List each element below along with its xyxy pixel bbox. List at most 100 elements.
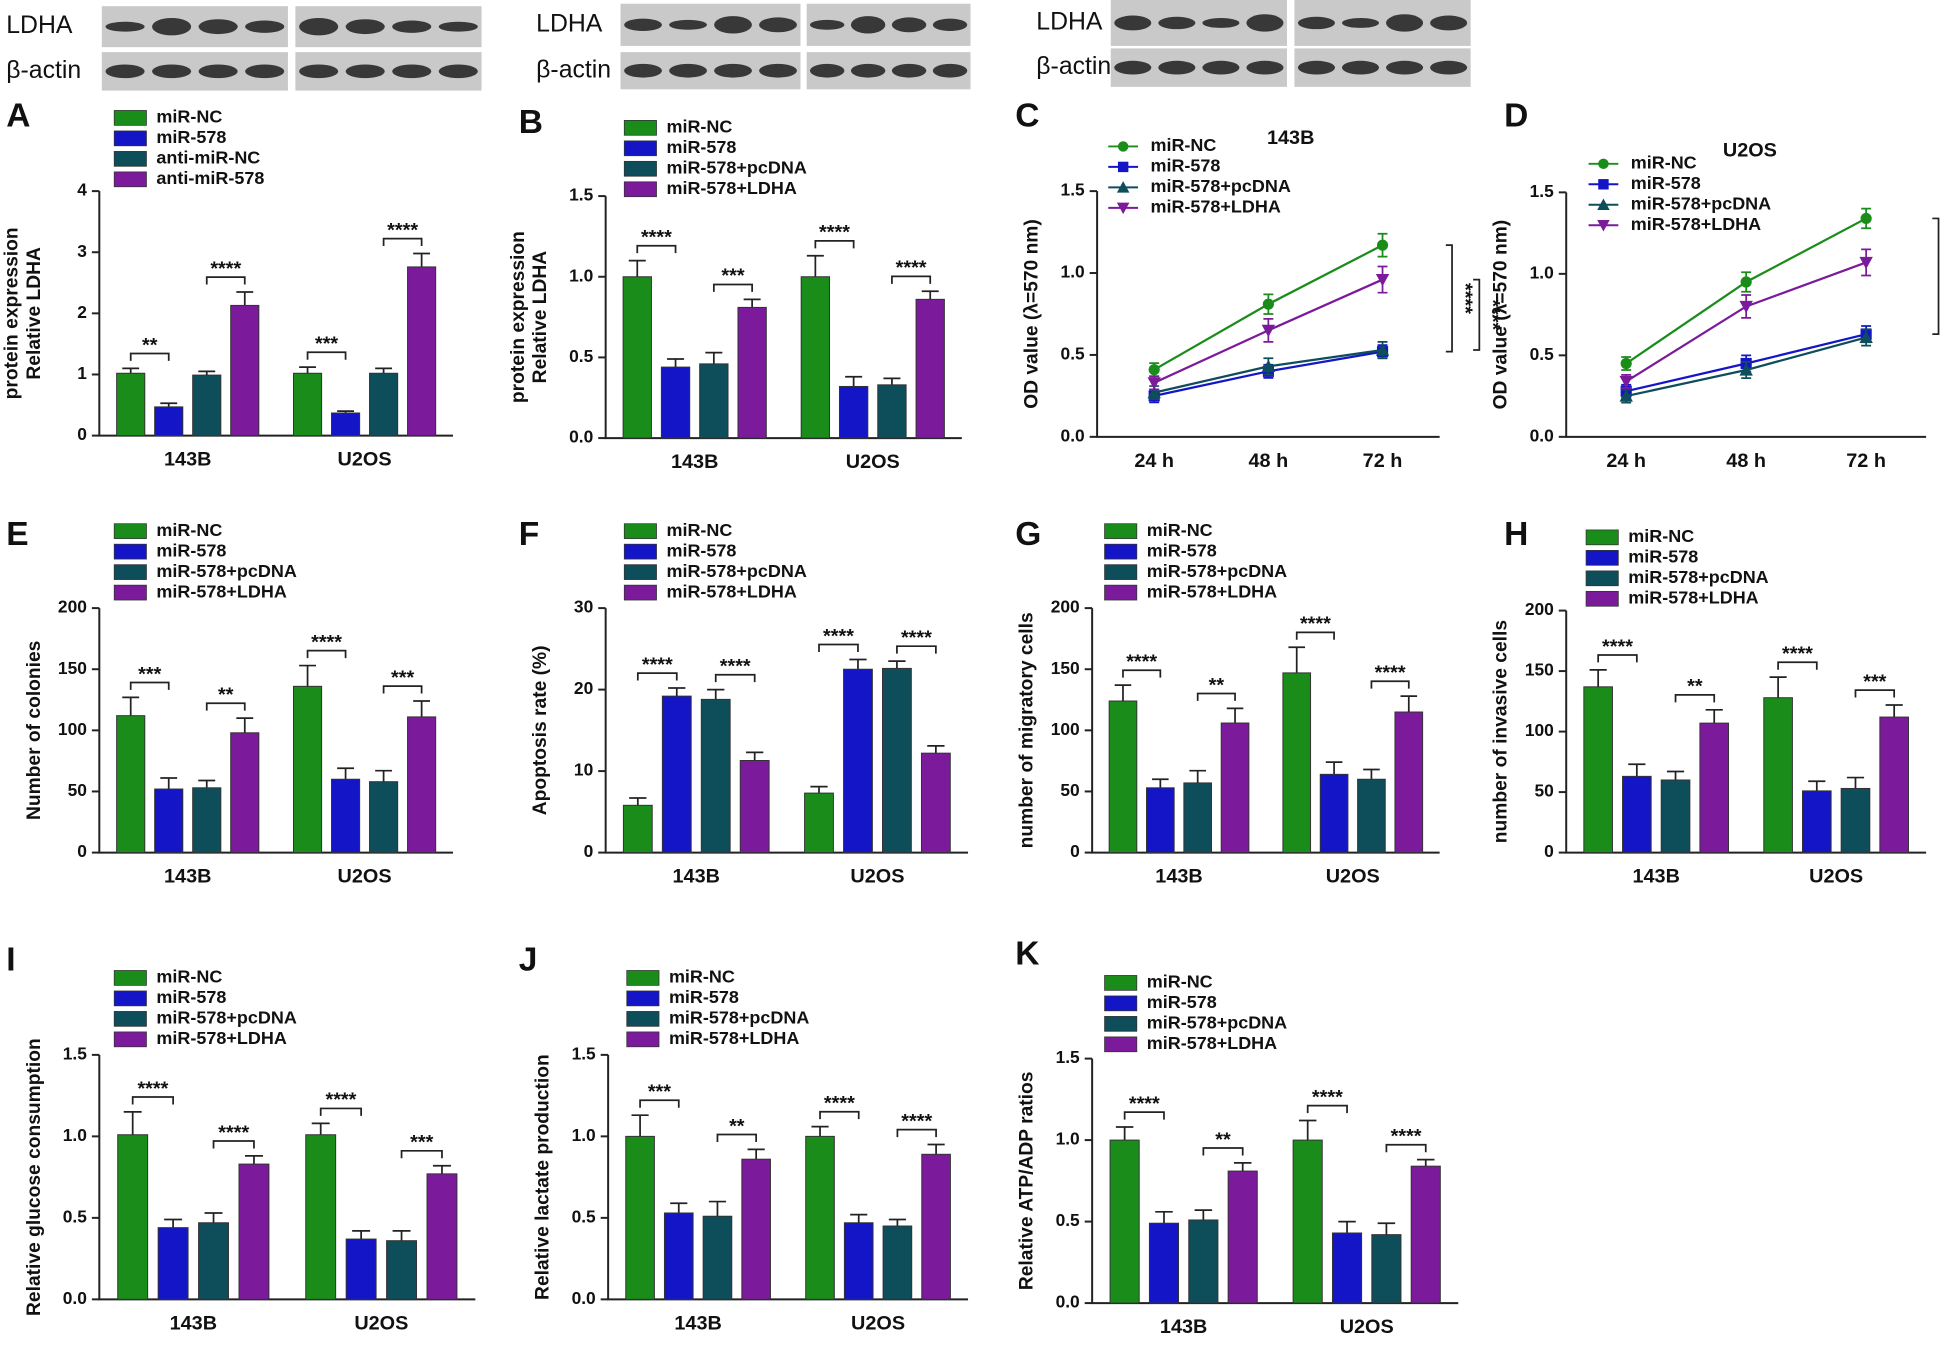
legend-label: miR-578+pcDNA — [1147, 1013, 1287, 1033]
significance-label: **** — [387, 219, 418, 241]
legend-label: miR-NC — [156, 967, 222, 987]
blot-band — [1158, 16, 1196, 30]
y-axis-label: Relative LDHA — [24, 247, 45, 380]
bar — [192, 787, 222, 854]
legend-swatch — [1585, 550, 1619, 566]
y-tick-label: 200 — [1525, 599, 1554, 619]
legend-label: miR-578 — [1631, 173, 1701, 193]
blot-band — [809, 63, 845, 78]
bar — [882, 667, 912, 854]
blot-band — [1202, 60, 1240, 75]
bar — [154, 788, 184, 854]
y-tick-label: 200 — [1051, 597, 1080, 617]
blot-band — [299, 17, 339, 36]
blot-band — [198, 64, 238, 79]
y-tick-label: 1 — [77, 363, 87, 383]
bar — [1371, 1234, 1402, 1304]
legend-swatch — [1104, 543, 1138, 560]
significance-label: *** — [721, 265, 744, 287]
significance-label: *** — [1863, 671, 1886, 693]
bar — [1622, 775, 1652, 854]
panel-letter: E — [6, 516, 28, 553]
legend-swatch — [113, 110, 147, 126]
legend-label: miR-578 — [666, 540, 736, 560]
y-tick-label: 100 — [1525, 720, 1554, 740]
x-tick-label: U2OS — [338, 866, 392, 888]
significance-bracket — [1777, 661, 1818, 670]
blot-band — [345, 64, 385, 79]
x-tick-label: 143B — [170, 1312, 217, 1334]
significance-label: **** — [1129, 1093, 1160, 1115]
significance-bracket — [319, 1107, 362, 1116]
bar — [407, 266, 437, 437]
y-tick-label: 0 — [77, 424, 87, 444]
bar — [230, 304, 260, 437]
legend-swatch — [623, 140, 657, 157]
y-axis-label: Relative lactate production — [533, 1054, 554, 1300]
significance-bracket — [382, 685, 423, 694]
blot-band — [245, 20, 285, 33]
marker — [1375, 273, 1390, 287]
significance-label: **** — [819, 222, 850, 244]
legend-marker — [1598, 179, 1609, 190]
bar — [1840, 787, 1871, 854]
significance-label: **** — [210, 258, 241, 280]
significance-label: ** — [729, 1115, 745, 1137]
bar — [369, 781, 399, 854]
blot-band — [392, 20, 432, 33]
x-tick-label: U2OS — [338, 449, 392, 471]
y-tick-label: 1.5 — [1056, 1047, 1080, 1067]
legend-swatch — [626, 970, 660, 986]
significance-bracket — [1385, 1143, 1427, 1153]
y-tick-label: 0.0 — [569, 427, 593, 447]
bar — [331, 412, 361, 437]
y-tick-label: 200 — [58, 597, 87, 617]
significance-label: **** — [1602, 636, 1633, 658]
y-tick-label: 1.0 — [572, 1125, 596, 1145]
y-axis-label: number of invasive cells — [1491, 620, 1512, 843]
marker — [1261, 359, 1276, 372]
significance-label: **** — [720, 656, 751, 678]
bar — [1319, 773, 1349, 854]
legend-swatch — [626, 1011, 660, 1027]
legend-swatch — [1585, 529, 1619, 546]
bar — [1109, 1139, 1140, 1304]
legend-label: miR-578+LDHA — [666, 581, 796, 601]
legend-label: miR-NC — [1147, 520, 1213, 540]
significance-bracket — [400, 1149, 443, 1159]
legend-swatch — [1585, 590, 1619, 607]
legend-swatch — [626, 1031, 660, 1048]
significance-bracket — [1445, 244, 1453, 353]
y-tick-label: 1.0 — [1530, 262, 1554, 282]
blot-band — [1246, 60, 1284, 75]
legend-label: miR-578+pcDNA — [1147, 561, 1287, 581]
significance-bracket — [714, 673, 756, 683]
blot-band — [1114, 15, 1152, 31]
y-tick-label: 100 — [1051, 719, 1080, 739]
bar — [739, 760, 770, 854]
significance-label: **** — [1126, 651, 1157, 673]
blot-band — [392, 64, 432, 79]
legend-label: miR-NC — [666, 520, 732, 540]
panel-letter: H — [1504, 516, 1528, 553]
significance-bracket — [1597, 654, 1638, 663]
legend-label: miR-578 — [1628, 547, 1698, 567]
marker — [1375, 343, 1390, 356]
panel-letter: D — [1504, 98, 1528, 135]
significance-bracket — [129, 681, 170, 690]
blot-band — [245, 64, 285, 79]
significance-label: *** — [410, 1132, 433, 1154]
legend-swatch — [623, 543, 657, 560]
significance-label: **** — [641, 227, 672, 249]
significance-label: **** — [218, 1122, 249, 1144]
x-tick-label: 143B — [1155, 866, 1202, 888]
legend-label: miR-578+pcDNA — [156, 561, 296, 581]
significance-bracket — [131, 1096, 174, 1105]
legend-label: miR-578+LDHA — [666, 178, 796, 198]
blot-label: LDHA — [536, 10, 603, 37]
blot-band — [759, 17, 797, 33]
legend-swatch — [1104, 584, 1138, 601]
panel-letter: G — [1015, 516, 1041, 553]
bar — [663, 1212, 694, 1300]
